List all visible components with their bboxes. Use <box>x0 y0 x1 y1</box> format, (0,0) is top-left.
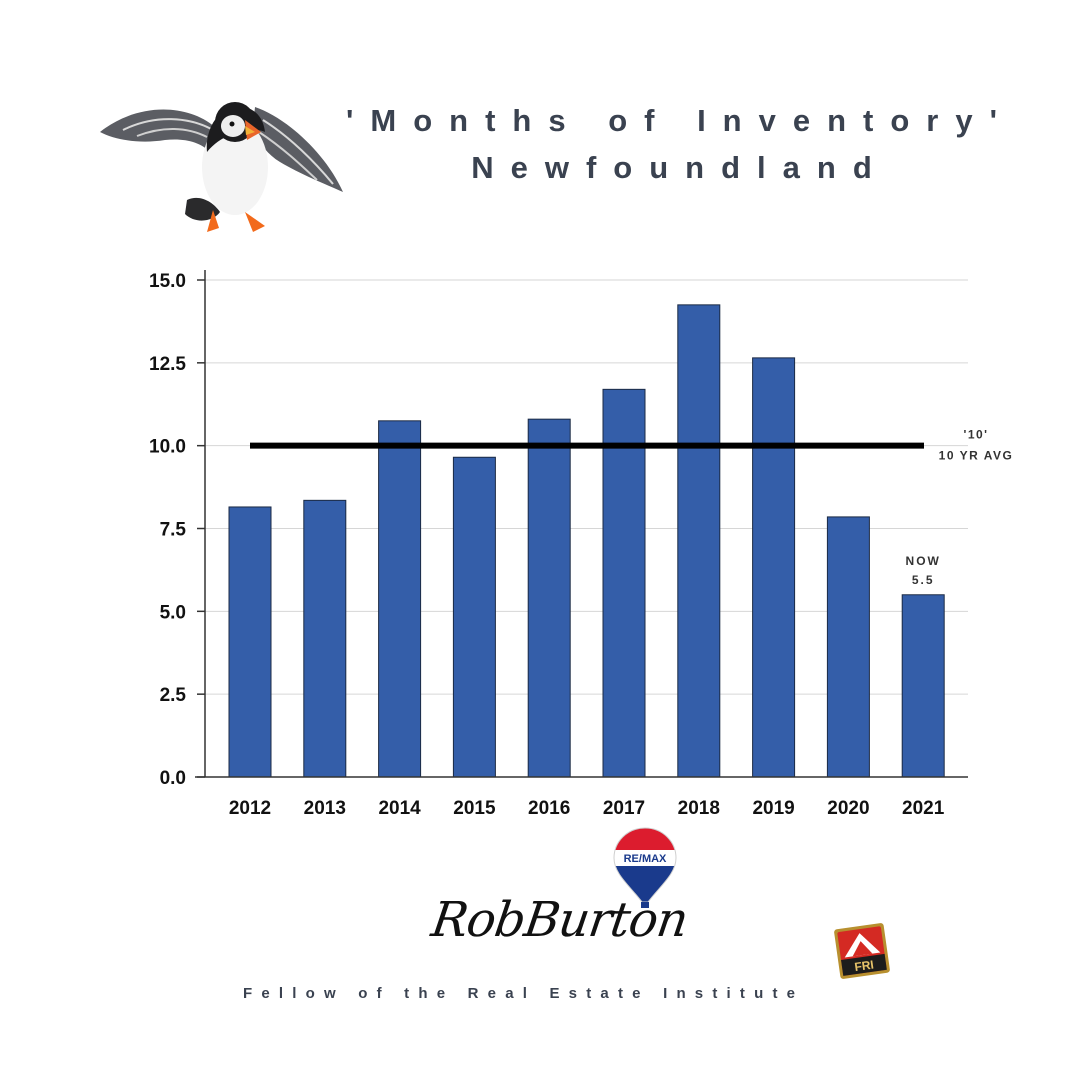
bar-2018 <box>677 304 721 778</box>
now-annotation-label: NOW <box>906 554 941 568</box>
bar-2013 <box>303 499 347 778</box>
y-tick-label: 10.0 <box>149 437 186 458</box>
x-tick-label: 2013 <box>304 798 346 819</box>
now-annotation: NOW 5.5 <box>906 554 941 587</box>
x-tick-label: 2019 <box>752 798 794 819</box>
fri-pin-text: FRI <box>854 958 875 975</box>
y-tick-label: 0.0 <box>160 768 186 789</box>
reference-line-group: '10' 10 YR AVG <box>250 428 1014 463</box>
x-tick-label: 2021 <box>902 798 945 819</box>
signature: RobBurton <box>428 892 691 948</box>
y-tick-label: 2.5 <box>160 685 187 706</box>
y-tick-label: 15.0 <box>149 271 186 292</box>
bar-2021 <box>901 594 945 778</box>
y-tick-label: 5.0 <box>160 602 186 623</box>
axes <box>195 270 968 778</box>
x-tick-label: 2017 <box>603 798 645 819</box>
x-tick-label: 2014 <box>378 798 421 819</box>
x-tick-label: 2020 <box>827 798 869 819</box>
bar-2012 <box>228 506 272 778</box>
bars <box>228 304 945 778</box>
footer-credential: Fellow of the Real Estate Institute <box>243 985 805 1002</box>
remax-balloon-icon: RE/MAX <box>613 827 677 908</box>
remax-logo-text: RE/MAX <box>624 853 667 865</box>
bar-2020 <box>826 516 870 778</box>
x-tick-label: 2016 <box>528 798 570 819</box>
x-tick-labels: 2012 2013 2014 2015 2016 2017 2018 2019 2020 2021 <box>229 798 945 819</box>
y-tick-label: 7.5 <box>160 520 187 541</box>
puffin-image <box>100 102 343 232</box>
chart-title-line2: Newfoundland <box>471 150 889 185</box>
bar-2019 <box>752 357 796 778</box>
y-tick-labels: 0.0 2.5 5.0 7.5 10.0 12.5 15.0 <box>149 271 186 789</box>
y-tick-label: 12.5 <box>149 354 186 375</box>
ten-year-average-label-text: 10 YR AVG <box>939 449 1014 463</box>
fri-pin-icon: FRI <box>834 923 890 979</box>
chart-title-line1: 'Months of Inventory' <box>346 103 1014 138</box>
ten-year-average-label-value: '10' <box>963 428 988 442</box>
bar-2015 <box>452 456 496 778</box>
x-tick-label: 2012 <box>229 798 271 819</box>
x-tick-label: 2015 <box>453 798 496 819</box>
now-annotation-value: 5.5 <box>912 573 935 587</box>
bar-2017 <box>602 388 646 778</box>
x-tick-label: 2018 <box>678 798 720 819</box>
bar-2014 <box>378 420 422 778</box>
bar-2016 <box>527 418 571 778</box>
